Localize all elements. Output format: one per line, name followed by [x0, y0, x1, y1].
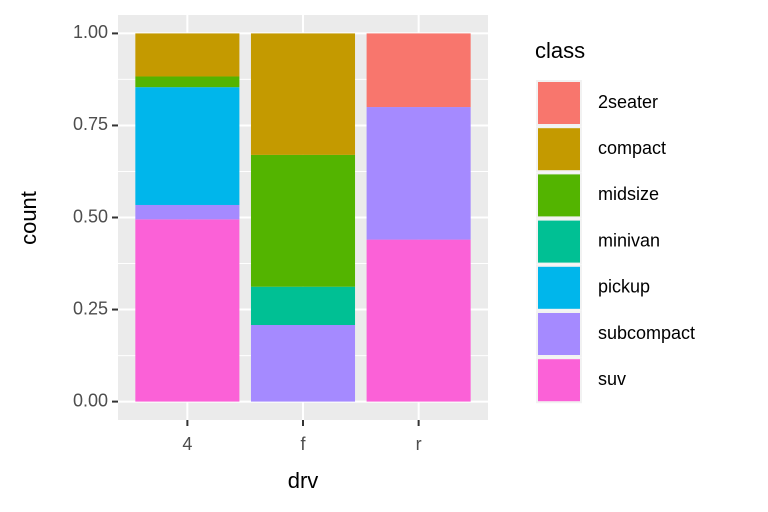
legend-key [538, 313, 580, 355]
legend-key [538, 220, 580, 263]
bar-segment [250, 33, 356, 155]
legend-key [538, 359, 580, 402]
legend-key [538, 82, 580, 124]
bar-segment [366, 33, 471, 108]
legend-title: class [535, 38, 585, 63]
legend-key [538, 174, 580, 217]
y-axis-title: count [16, 191, 41, 245]
legend-label: subcompact [598, 323, 695, 343]
x-tick-label: f [300, 434, 306, 454]
x-axis-title: drv [288, 468, 319, 493]
bar-segment [135, 87, 240, 205]
legend-key [538, 266, 580, 309]
y-tick-label: 1.00 [73, 22, 108, 42]
bar-segment [135, 33, 240, 77]
legend-label: minivan [598, 230, 660, 250]
x-tick-label: 4 [182, 434, 192, 454]
y-tick-label: 0.00 [73, 390, 108, 410]
y-tick-label: 0.25 [73, 298, 108, 318]
bar-segment [366, 239, 471, 402]
bar-segment [250, 325, 356, 402]
legend-label: midsize [598, 184, 659, 204]
legend-label: 2seater [598, 92, 658, 112]
y-tick-label: 0.50 [73, 206, 108, 226]
legend-label: compact [598, 138, 666, 158]
y-tick-label: 0.75 [73, 114, 108, 134]
bar-segment [366, 107, 471, 240]
legend-label: suv [598, 369, 626, 389]
bar-segment [135, 204, 240, 220]
bar-segment [135, 76, 240, 88]
bar-segment [250, 286, 356, 326]
x-tick-label: r [416, 434, 422, 454]
bar-segment [135, 219, 240, 402]
bar-segment [250, 154, 356, 287]
legend-key [538, 128, 580, 171]
legend-label: pickup [598, 277, 650, 297]
